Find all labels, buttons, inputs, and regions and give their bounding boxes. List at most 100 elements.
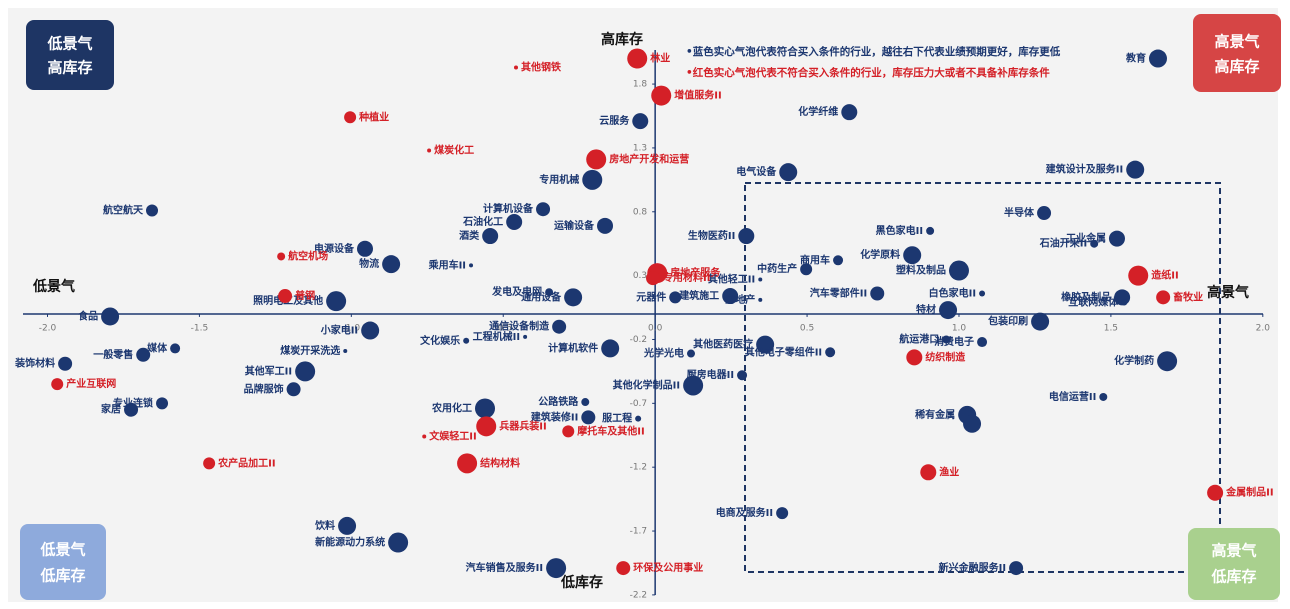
point-label: 生物医药II: [688, 229, 735, 242]
bubble: [601, 339, 620, 358]
bubble: [58, 356, 73, 371]
x-tick-label: -1.5: [191, 323, 209, 333]
point-label: 摩托车及其他II: [577, 424, 644, 437]
y-tick-label: -0.7: [630, 399, 648, 409]
axis-label: 高景气: [1207, 284, 1249, 301]
point-label: 塑料及制品: [896, 264, 946, 277]
bubble: [758, 277, 763, 282]
point-label: 工程机械II: [473, 330, 520, 343]
bubble: [146, 204, 159, 217]
point-label: 计算机软件: [548, 341, 598, 354]
bubble: [926, 226, 935, 235]
point-label: 乘用车II: [428, 258, 466, 271]
point-label: 媒体: [146, 341, 168, 354]
point-label: 航空航天: [103, 203, 144, 216]
point-label: 增值服务II: [674, 89, 721, 102]
point-label: 航空机场: [288, 249, 328, 262]
bubble: [457, 453, 478, 474]
point-label: 煤炭化工: [434, 143, 474, 156]
bubble: [286, 382, 301, 397]
point-label: 其他轻工II: [708, 272, 755, 285]
bubble: [427, 148, 432, 153]
point-label: 光学光电: [643, 347, 684, 360]
point-label: 饮料: [314, 519, 335, 532]
quadrant-label: 低库存: [39, 567, 85, 585]
bubble: [1099, 392, 1108, 401]
point-label: 种植业: [358, 110, 389, 123]
bubble: [545, 288, 554, 297]
bubble: [388, 532, 409, 553]
point-label: 专用机械: [539, 173, 579, 186]
point-label: 纺织制造: [925, 350, 966, 363]
point-label: 包装印刷: [988, 315, 1028, 328]
quadrant-label: 低景气: [46, 35, 92, 53]
point-label: 其他钢铁: [521, 60, 561, 73]
bubble: [738, 228, 755, 245]
bubble: [326, 291, 347, 312]
point-label: 其他军工II: [245, 364, 292, 377]
point-label: 发电及电网: [491, 285, 542, 298]
bubble: [506, 213, 523, 230]
bubble: [825, 347, 836, 358]
bubble: [463, 337, 470, 344]
quadrant-box: [1188, 528, 1280, 600]
point-label: 房地产: [725, 293, 755, 306]
bubble: [476, 416, 497, 437]
y-tick-label: -1.2: [630, 463, 648, 473]
point-label: 家居: [101, 403, 121, 416]
point-label: 其他医药医疗: [693, 338, 753, 351]
point-label: 石油化工: [462, 215, 503, 228]
point-label: 航运港口: [899, 332, 939, 345]
point-label: 产业互联网: [66, 377, 116, 390]
point-label: 化学制药: [1114, 354, 1154, 367]
bubble: [920, 464, 937, 481]
point-label: 兵器兵装II: [499, 419, 546, 432]
bubble: [1090, 239, 1099, 248]
bubble: [737, 370, 748, 381]
bubble: [1128, 265, 1149, 286]
x-tick-label: -0.5: [494, 323, 512, 333]
point-label: 化学纤维: [798, 105, 838, 118]
bubble: [1148, 49, 1167, 68]
point-label: 半导体: [1004, 206, 1035, 219]
point-label: 房地产开发和运营: [609, 152, 689, 165]
bubble: [475, 398, 496, 419]
point-label: 计算机设备: [483, 202, 534, 215]
point-label: 元器件: [636, 290, 666, 303]
point-label: 消费电子: [934, 335, 974, 348]
point-label: 酒类: [459, 229, 479, 242]
bubble: [1031, 312, 1050, 331]
bubble: [1157, 351, 1178, 372]
bubble: [1207, 484, 1224, 501]
axis-label: 低库存: [560, 574, 603, 591]
point-label: 白色家电II: [929, 287, 976, 300]
bubble: [963, 414, 982, 433]
bubble: [422, 434, 427, 439]
bubble: [124, 402, 139, 417]
point-label: 食品: [77, 309, 98, 322]
point-label: 专用材料II: [663, 271, 710, 284]
point-label: 电商及服务II: [716, 506, 773, 519]
y-tick-label: 1.8: [633, 80, 648, 90]
bubble: [51, 378, 64, 391]
point-label: 电信运营II: [1049, 390, 1096, 403]
bubble: [581, 398, 590, 407]
bubble: [779, 163, 798, 182]
note: •蓝色实心气泡代表符合买入条件的行业，越往右下代表业绩预期更好，库存更低: [686, 45, 1061, 58]
point-label: 通信设备制造: [489, 320, 550, 333]
bubble: [1156, 290, 1171, 305]
bubble: [627, 48, 648, 69]
point-label: 装饰材料: [14, 357, 55, 370]
bubble: [948, 260, 969, 281]
bubble: [979, 290, 986, 297]
point-label: 黑色家电II: [876, 224, 923, 237]
axis-label: 低景气: [32, 278, 75, 295]
bubble: [277, 252, 286, 261]
point-label: 新能源动力系统: [315, 536, 385, 549]
point-label: 公路铁路: [538, 395, 579, 408]
point-label: 新兴金融服务II: [939, 561, 1006, 574]
quadrant-label: 低库存: [1210, 568, 1256, 586]
point-label: 小家电II: [320, 324, 358, 337]
bubble: [833, 255, 844, 266]
